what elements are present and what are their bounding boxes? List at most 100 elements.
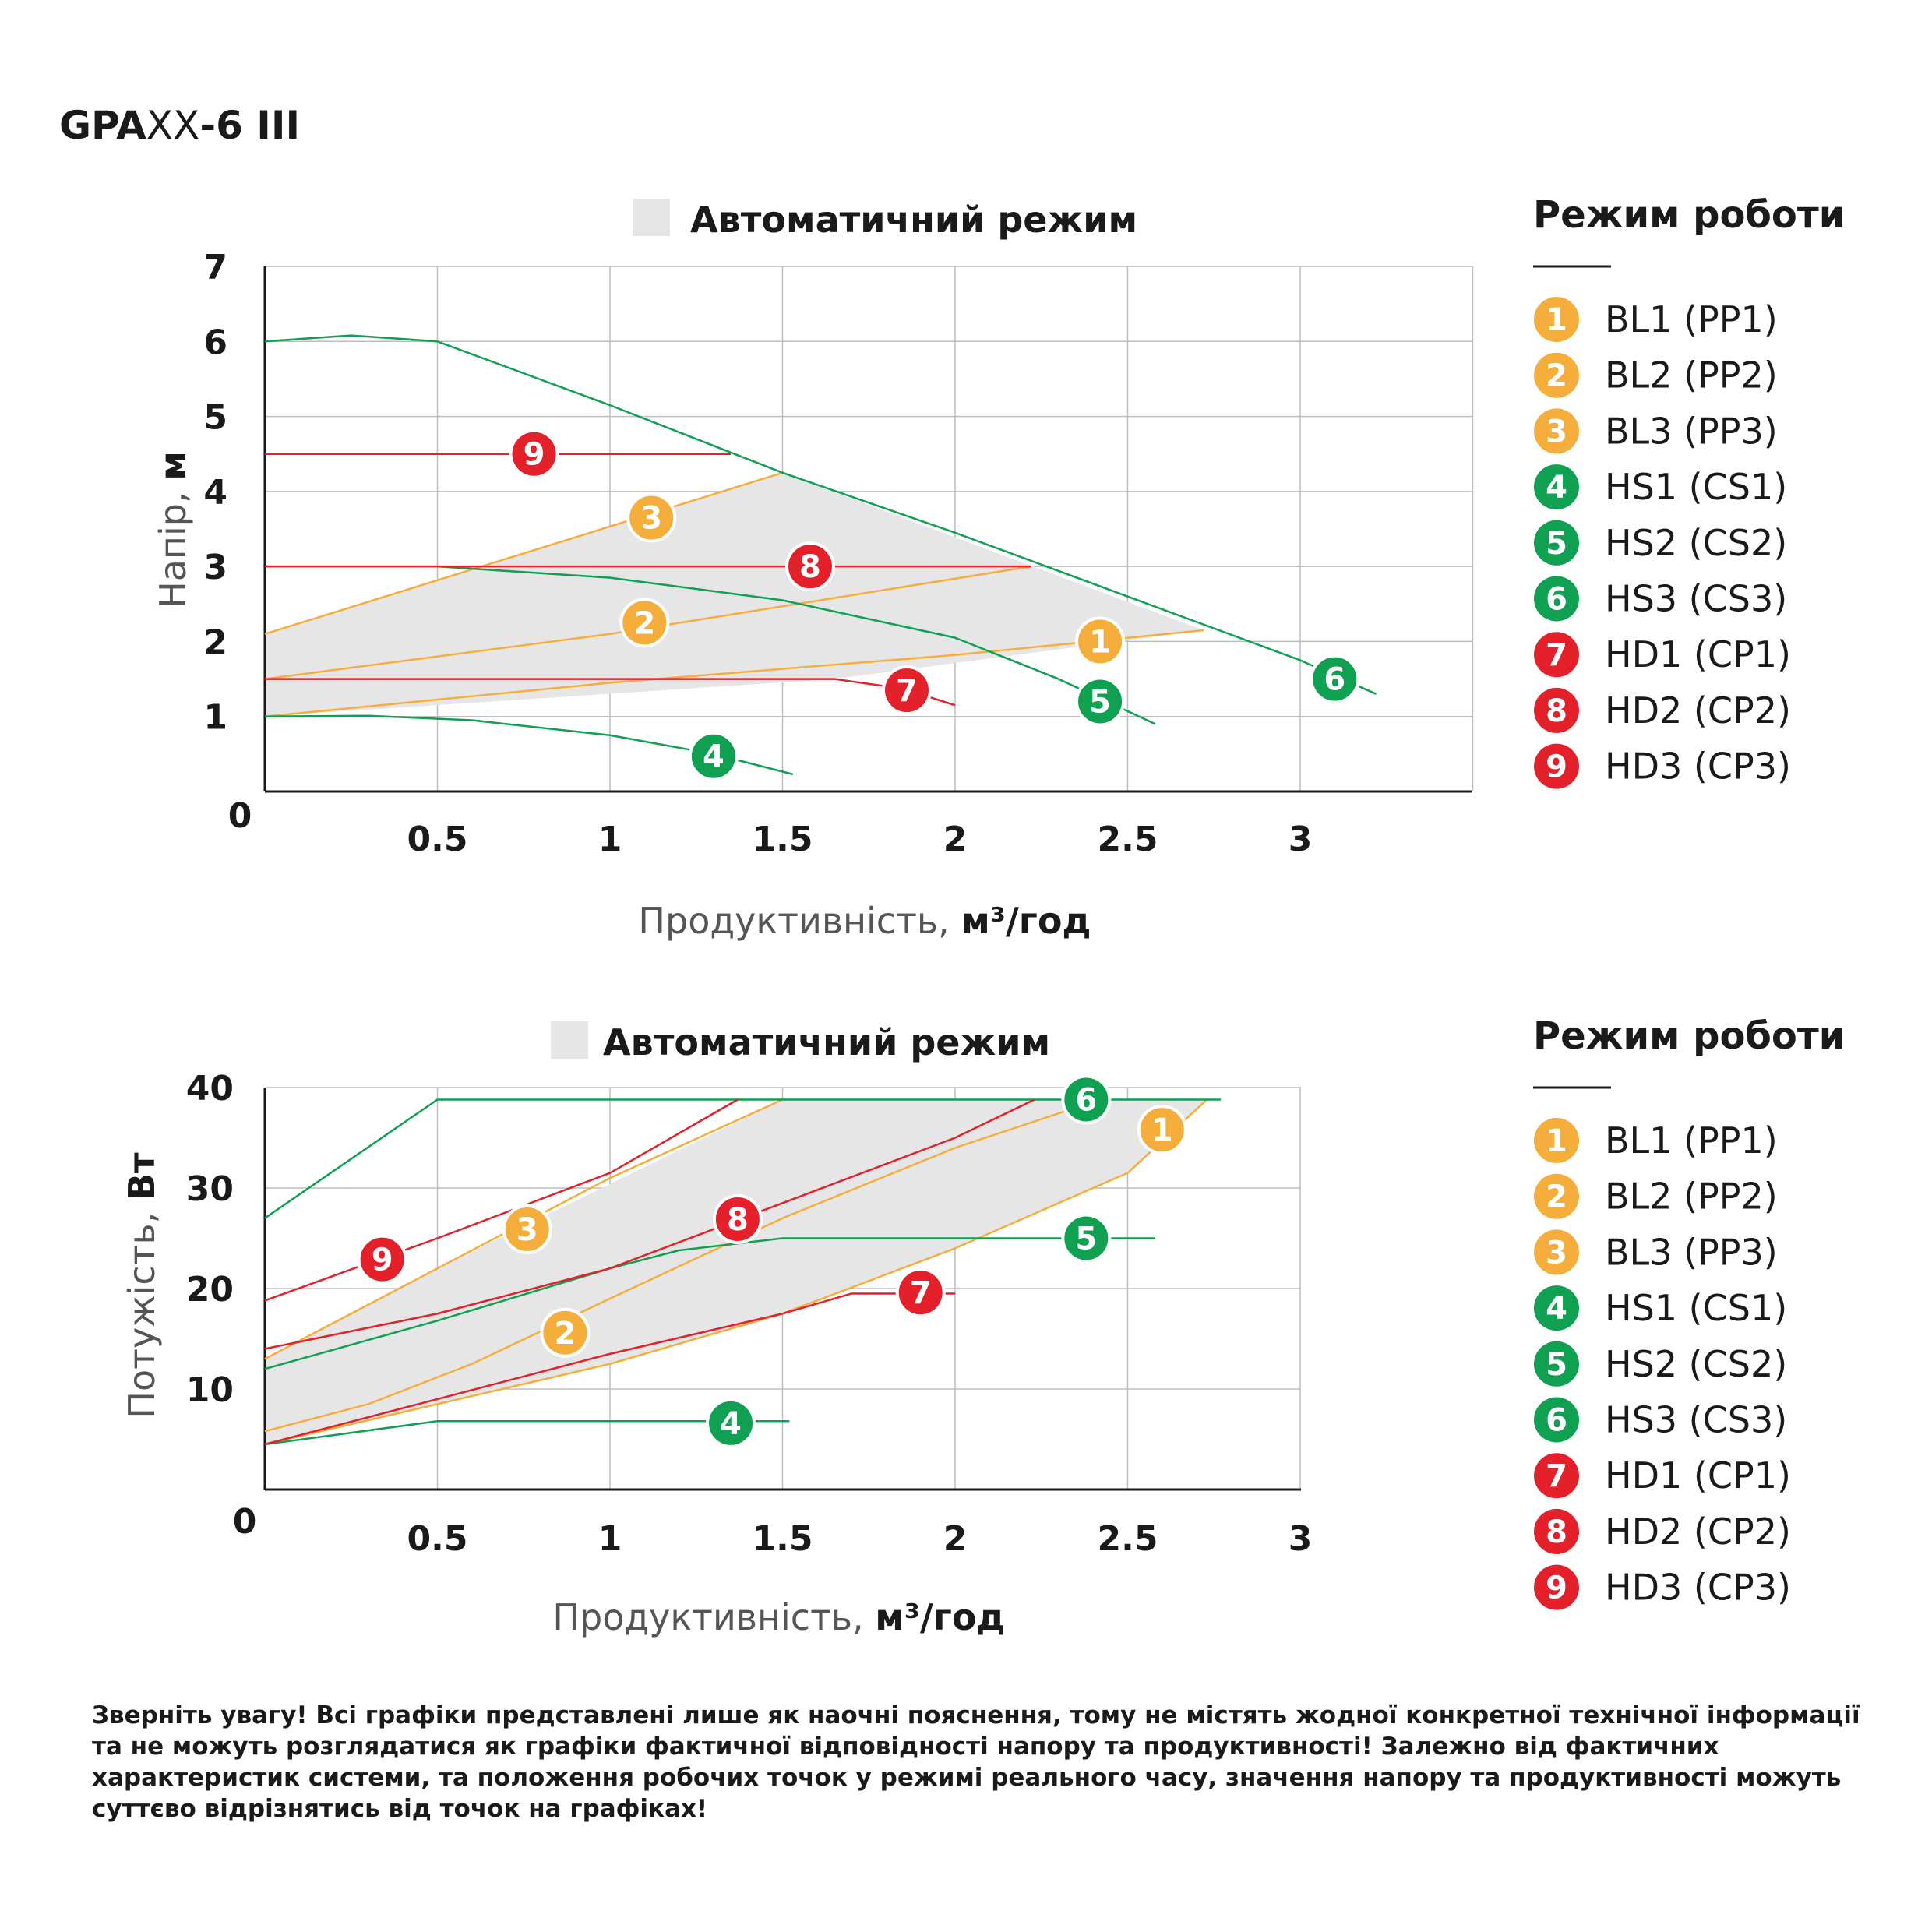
y-tick-label: 3 xyxy=(203,548,227,587)
legend-item-label: HS1 (CS1) xyxy=(1605,1287,1787,1329)
legend-item-8: 8 HD2 (CP2) xyxy=(1534,1508,1791,1554)
legend-item-label: HS1 (CS1) xyxy=(1605,466,1787,508)
y-tick-label: 2 xyxy=(203,622,227,662)
marker-circle xyxy=(540,1307,591,1358)
x-tick-label: 1 xyxy=(598,820,622,859)
y-axis-unit: м xyxy=(152,451,194,481)
legend-item-7: 7 HD1 (CP1) xyxy=(1534,632,1791,678)
legend-badge-number: 6 xyxy=(1546,1403,1567,1439)
marker-number: 5 xyxy=(1089,684,1111,720)
series-line-3 xyxy=(264,471,783,635)
legend-item-3: 3 BL3 (PP3) xyxy=(1534,1229,1778,1275)
marker-number: 2 xyxy=(554,1316,576,1352)
marker-circle xyxy=(1310,654,1360,704)
legend-item-label: HS3 (CS3) xyxy=(1605,578,1787,620)
legend-badge xyxy=(1534,352,1579,398)
legend-badge xyxy=(1534,1508,1579,1554)
marker-number: 1 xyxy=(1089,624,1111,660)
page-title: GPAXX-6 III xyxy=(59,103,300,148)
origin-label: 0 xyxy=(228,796,252,836)
legend-badge-number: 9 xyxy=(1546,1571,1567,1606)
legend-badge-number: 7 xyxy=(1546,637,1567,673)
x-tick-label: 1 xyxy=(598,1519,622,1559)
y-tick-label: 40 xyxy=(186,1069,234,1109)
legend-badge xyxy=(1534,297,1579,342)
marker-circle xyxy=(1137,1105,1187,1155)
legend-item-label: HD3 (CP3) xyxy=(1605,746,1791,788)
marker-circle xyxy=(626,492,677,543)
legend-item-6: 6 HS3 (CS3) xyxy=(1534,576,1787,622)
legend-item-label: BL1 (PP1) xyxy=(1605,298,1778,340)
legend-item-label: HS2 (CS2) xyxy=(1605,1343,1787,1385)
legend-item-3: 3 BL3 (PP3) xyxy=(1534,408,1778,454)
series-marker-5: 5 xyxy=(1061,1213,1112,1264)
title-prefix: GPA xyxy=(59,103,146,148)
legend-badge xyxy=(1534,1118,1579,1163)
x-tick-label: 1.5 xyxy=(753,1519,813,1559)
series-marker-8: 8 xyxy=(712,1193,763,1244)
legend-item-label: BL3 (PP3) xyxy=(1605,1231,1778,1273)
disclaimer-text: Зверніть увагу! Всі графіки представлені… xyxy=(92,1701,1860,1823)
legend-badge xyxy=(1534,632,1579,678)
x-tick-label: 2.5 xyxy=(1098,1519,1158,1559)
legend-item-8: 8 HD2 (CP2) xyxy=(1534,687,1791,733)
marker-circle xyxy=(881,665,932,716)
legend-badge-number: 4 xyxy=(1546,470,1567,506)
series-marker-3: 3 xyxy=(502,1204,552,1254)
auto-mode-band xyxy=(265,1099,1208,1444)
y-tick-label: 6 xyxy=(203,323,227,362)
marker-circle xyxy=(502,1204,552,1254)
legend-item-9: 9 HD3 (CP3) xyxy=(1534,743,1791,789)
legend-badge xyxy=(1534,520,1579,566)
legend-item-2: 2 BL2 (PP2) xyxy=(1534,1173,1778,1219)
legend-badge-number: 2 xyxy=(1546,1179,1567,1215)
series-marker-1: 1 xyxy=(1075,616,1126,667)
x-axis-unit: м³/год xyxy=(961,900,1091,942)
marker-number: 7 xyxy=(896,673,918,709)
y-tick-label: 7 xyxy=(203,248,227,287)
legend-item-label: HD3 (CP3) xyxy=(1605,1567,1791,1609)
legend-badge-number: 1 xyxy=(1546,302,1567,338)
legend-item-4: 4 HS1 (CS1) xyxy=(1534,464,1787,510)
y-axis-label: Потужість, Вт xyxy=(121,1152,163,1418)
band-label: Автоматичний режим xyxy=(603,1021,1050,1063)
legend-item-label: HD1 (CP1) xyxy=(1605,633,1791,675)
legend-badge xyxy=(1534,576,1579,622)
series-marker-6: 6 xyxy=(1310,654,1360,704)
series-marker-1: 1 xyxy=(1137,1105,1187,1155)
legend-badge-number: 6 xyxy=(1546,582,1567,618)
legend-item-1: 1 BL1 (PP1) xyxy=(1534,297,1778,342)
legend-item-label: HS3 (CS3) xyxy=(1605,1399,1787,1441)
legend-item-4: 4 HS1 (CS1) xyxy=(1534,1285,1787,1331)
series-marker-9: 9 xyxy=(357,1234,407,1285)
y-tick-label: 4 xyxy=(203,473,227,513)
x-tick-label: 2 xyxy=(943,820,968,859)
marker-circle xyxy=(895,1267,946,1318)
marker-number: 9 xyxy=(372,1243,393,1278)
x-tick-label: 0.5 xyxy=(407,820,468,859)
legend-item-5: 5 HS2 (CS2) xyxy=(1534,520,1787,566)
marker-number: 3 xyxy=(640,501,662,537)
legend-badge xyxy=(1534,1453,1579,1499)
marker-number: 1 xyxy=(1151,1112,1173,1148)
series-marker-4: 4 xyxy=(688,731,739,781)
legend-badge xyxy=(1534,1229,1579,1275)
marker-circle xyxy=(357,1234,407,1285)
y-axis-label-text: Напір, xyxy=(152,481,194,608)
marker-number: 4 xyxy=(703,739,724,775)
chart-2: Автоматичний режим 0.5 1 1.5 2 2.5 3 10 20 30 40 0 П… xyxy=(121,1021,1312,1638)
series-marker-7: 7 xyxy=(881,665,932,716)
series-line-4 xyxy=(264,1420,790,1446)
legend-badge xyxy=(1534,464,1579,510)
marker-number: 6 xyxy=(1324,662,1345,698)
y-tick-label: 1 xyxy=(203,698,227,738)
series-line-2 xyxy=(264,1098,1101,1433)
legend-item-label: BL3 (PP3) xyxy=(1605,410,1778,452)
legend-badge-number: 9 xyxy=(1546,749,1567,785)
legend-badge xyxy=(1534,1564,1579,1610)
series-marker-3: 3 xyxy=(626,492,677,543)
marker-number: 3 xyxy=(516,1212,538,1248)
legend-badge xyxy=(1534,408,1579,454)
marker-circle xyxy=(712,1193,763,1244)
marker-number: 7 xyxy=(910,1275,932,1311)
